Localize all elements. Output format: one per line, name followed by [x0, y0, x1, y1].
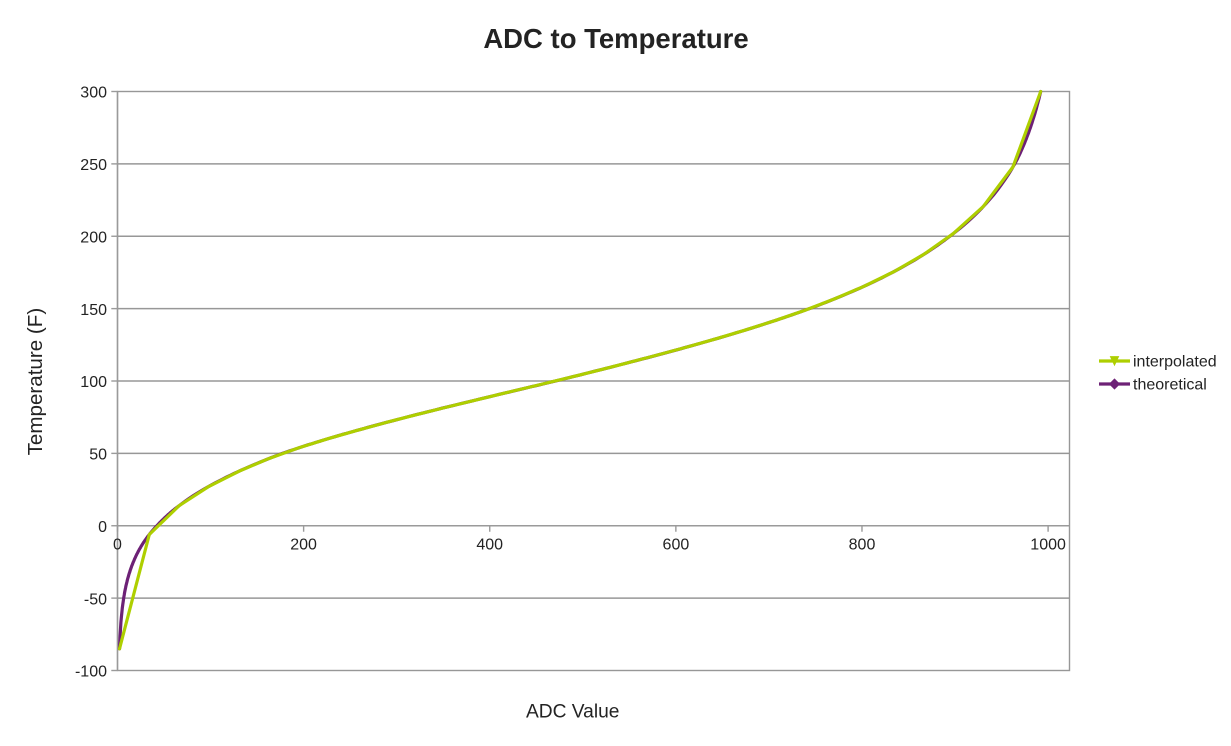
svg-text:200: 200: [80, 229, 107, 246]
svg-text:0: 0: [113, 536, 122, 553]
svg-text:1000: 1000: [1030, 536, 1066, 553]
svg-text:interpolated: interpolated: [1133, 354, 1217, 371]
svg-text:150: 150: [80, 302, 107, 319]
svg-text:ADC to Temperature: ADC to Temperature: [483, 23, 748, 54]
svg-text:ADC Value: ADC Value: [526, 702, 620, 723]
svg-text:100: 100: [80, 374, 107, 391]
svg-text:200: 200: [290, 536, 317, 553]
svg-text:50: 50: [89, 447, 107, 464]
svg-text:-50: -50: [84, 591, 107, 608]
svg-text:600: 600: [663, 536, 690, 553]
svg-text:Temperature (F): Temperature (F): [24, 308, 47, 456]
svg-text:0: 0: [98, 519, 107, 536]
svg-text:400: 400: [476, 536, 503, 553]
svg-text:250: 250: [80, 157, 107, 174]
svg-text:300: 300: [80, 85, 107, 102]
svg-text:-100: -100: [75, 664, 107, 681]
svg-text:800: 800: [849, 536, 876, 553]
svg-text:theoretical: theoretical: [1133, 377, 1207, 394]
